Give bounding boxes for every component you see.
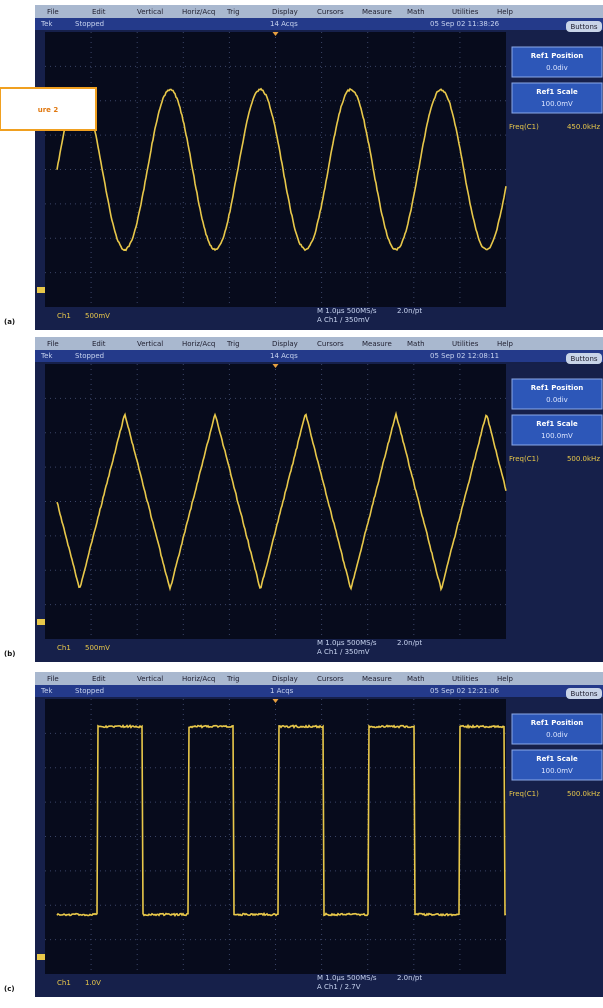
- menu-item[interactable]: Help: [497, 340, 514, 348]
- side-menu-title: Ref1 Scale: [536, 420, 578, 428]
- status-timestamp: 05 Sep 02 12:21:06: [430, 687, 500, 695]
- readout-volts: 500mV: [85, 644, 110, 652]
- status-state: Stopped: [75, 20, 104, 28]
- status-timestamp: 05 Sep 02 12:08:11: [430, 352, 499, 360]
- figure-label: ure 2: [38, 106, 59, 114]
- status-bar: [35, 350, 603, 362]
- menu-item[interactable]: Vertical: [137, 8, 163, 16]
- ground-marker: [37, 954, 45, 960]
- menu-item[interactable]: Help: [497, 8, 514, 16]
- status-acqs: 14 Acqs: [270, 20, 298, 28]
- menu-item[interactable]: Display: [272, 8, 298, 16]
- side-button-label: Buttons: [570, 23, 597, 31]
- menu-item[interactable]: Measure: [362, 8, 392, 16]
- menu-item[interactable]: Utilities: [452, 8, 479, 16]
- menu-item[interactable]: Trig: [226, 675, 240, 683]
- measurement-name: Freq(C1): [509, 790, 539, 798]
- status-timestamp: 05 Sep 02 11:38:26: [430, 20, 500, 28]
- status-bar: [35, 18, 603, 30]
- status-state: Stopped: [75, 352, 104, 360]
- menu-item[interactable]: Edit: [92, 8, 106, 16]
- menu-item[interactable]: Math: [407, 675, 425, 683]
- side-button-label: Buttons: [570, 690, 597, 698]
- menu-item[interactable]: File: [47, 675, 59, 683]
- measurement-value: 450.0kHz: [567, 123, 600, 131]
- readout-volts: 1.0V: [85, 979, 101, 987]
- menu-item[interactable]: Math: [407, 8, 425, 16]
- menu-item[interactable]: Measure: [362, 340, 392, 348]
- status-bar: [35, 685, 603, 697]
- menu-item[interactable]: Utilities: [452, 675, 479, 683]
- menu-item[interactable]: File: [47, 8, 59, 16]
- menu-item[interactable]: Display: [272, 675, 298, 683]
- readout-record: 2.0n/pt: [397, 639, 422, 647]
- menu-item[interactable]: Trig: [226, 8, 240, 16]
- side-menu-title: Ref1 Scale: [536, 88, 578, 96]
- status-state: Stopped: [75, 687, 104, 695]
- side-menu-title: Ref1 Scale: [536, 755, 578, 763]
- menu-item[interactable]: Help: [497, 675, 514, 683]
- readout-record: 2.0n/pt: [397, 307, 422, 315]
- status-acqs: 1 Acqs: [270, 687, 294, 695]
- readout-timebase: M 1.0µs 500MS/s: [317, 639, 377, 647]
- menu-item[interactable]: Cursors: [317, 340, 344, 348]
- measurement-value: 500.0kHz: [567, 455, 600, 463]
- measurement-name: Freq(C1): [509, 123, 539, 131]
- readout-trigger: A Ch1 / 350mV: [317, 648, 370, 656]
- side-menu-title: Ref1 Position: [531, 719, 584, 727]
- ground-marker: [37, 619, 45, 625]
- readout-trigger: A Ch1 / 350mV: [317, 316, 370, 324]
- side-menu-value: 100.0mV: [541, 100, 573, 108]
- menu-item[interactable]: Horiz/Acq: [182, 340, 215, 348]
- readout-channel: Ch1: [57, 979, 71, 987]
- side-button-label: Buttons: [570, 355, 597, 363]
- menu-item[interactable]: Display: [272, 340, 298, 348]
- status-scope: Tek: [40, 20, 53, 28]
- menu-item[interactable]: Vertical: [137, 340, 163, 348]
- menu-item[interactable]: Math: [407, 340, 425, 348]
- side-menu-value: 100.0mV: [541, 432, 573, 440]
- readout-volts: 500mV: [85, 312, 110, 320]
- readout-channel: Ch1: [57, 312, 71, 320]
- readout-trigger: A Ch1 / 2.7V: [317, 983, 361, 991]
- readout-record: 2.0n/pt: [397, 974, 422, 982]
- readout-channel: Ch1: [57, 644, 71, 652]
- menu-item[interactable]: Measure: [362, 675, 392, 683]
- measurement-value: 500.0kHz: [567, 790, 600, 798]
- status-acqs: 14 Acqs: [270, 352, 298, 360]
- menu-item[interactable]: Cursors: [317, 8, 344, 16]
- panel-label: (b): [4, 650, 15, 658]
- ground-marker: [37, 287, 45, 293]
- readout-timebase: M 1.0µs 500MS/s: [317, 974, 377, 982]
- menu-item[interactable]: File: [47, 340, 59, 348]
- menu-item[interactable]: Horiz/Acq: [182, 675, 215, 683]
- panel-label: (c): [4, 985, 15, 993]
- status-scope: Tek: [40, 352, 53, 360]
- status-scope: Tek: [40, 687, 53, 695]
- menu-item[interactable]: Vertical: [137, 675, 163, 683]
- side-menu-value: 100.0mV: [541, 767, 573, 775]
- menu-item[interactable]: Horiz/Acq: [182, 8, 215, 16]
- menu-item[interactable]: Cursors: [317, 675, 344, 683]
- side-menu-value: 0.0div: [546, 396, 568, 404]
- measurement-name: Freq(C1): [509, 455, 539, 463]
- side-menu-title: Ref1 Position: [531, 384, 584, 392]
- side-menu-title: Ref1 Position: [531, 52, 584, 60]
- panel-label: (a): [4, 318, 15, 326]
- menu-item[interactable]: Edit: [92, 675, 106, 683]
- menu-item[interactable]: Utilities: [452, 340, 479, 348]
- readout-timebase: M 1.0µs 500MS/s: [317, 307, 377, 315]
- side-menu-value: 0.0div: [546, 64, 568, 72]
- menu-item[interactable]: Trig: [226, 340, 240, 348]
- side-menu-value: 0.0div: [546, 731, 568, 739]
- menu-item[interactable]: Edit: [92, 340, 106, 348]
